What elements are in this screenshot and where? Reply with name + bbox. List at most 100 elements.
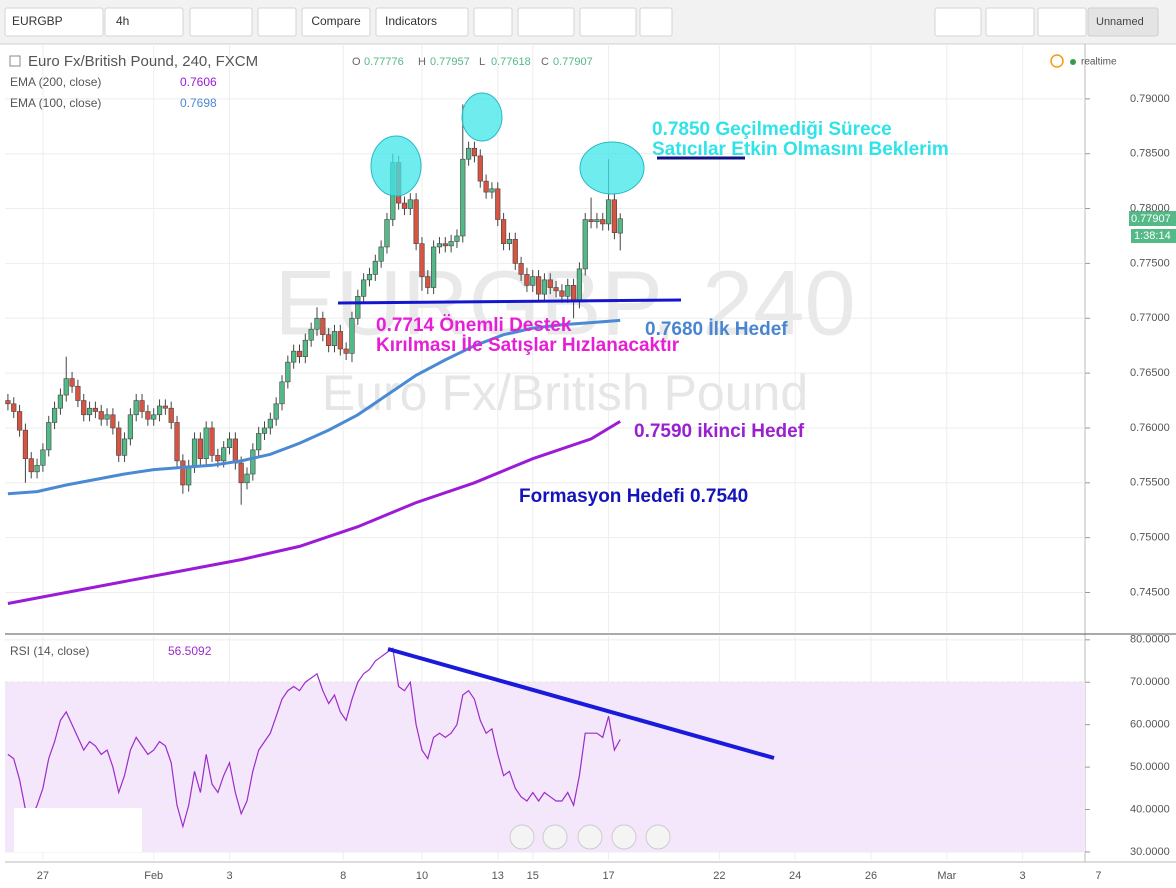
interval-box[interactable]	[104, 7, 184, 37]
watermark-name: Euro Fx/British Pound	[322, 365, 808, 421]
candle-body	[506, 238, 513, 244]
candle-body	[279, 381, 285, 405]
symbol-box[interactable]	[4, 7, 104, 37]
candle-body	[466, 147, 472, 160]
collapse-icon[interactable]	[9, 55, 21, 67]
x-tick-label: 26	[865, 870, 877, 882]
candle-body	[361, 279, 367, 297]
candle-body	[191, 438, 198, 467]
layout-box[interactable]	[1087, 7, 1159, 37]
candle-body	[203, 427, 209, 459]
scroll-right[interactable]	[645, 824, 671, 850]
candle-body	[308, 328, 314, 341]
candles	[5, 104, 623, 605]
y-tick-label: 60.0000	[1130, 719, 1170, 731]
candle-body	[209, 427, 215, 456]
cloud-save[interactable]	[1037, 7, 1087, 37]
candle-body	[174, 422, 180, 462]
top-highlight	[370, 135, 422, 197]
candle-body	[570, 285, 577, 303]
candle-body	[355, 296, 361, 319]
scroll-left[interactable]	[509, 824, 535, 850]
ema-line	[7, 420, 621, 605]
color-button[interactable]	[934, 7, 982, 37]
candle-body	[51, 407, 58, 423]
candle-body	[273, 403, 279, 420]
x-tick-label: 3	[1020, 870, 1026, 882]
zoom-out[interactable]	[542, 824, 568, 850]
undo-redo[interactable]	[579, 7, 637, 37]
chart-style-button[interactable]	[189, 7, 253, 37]
candle-body	[582, 219, 588, 270]
candle-body	[617, 218, 623, 234]
y-tick-label: 0.77000	[1130, 312, 1170, 324]
candle-body	[139, 400, 145, 412]
annotation: 0.7850 Geçilmediği Sürece	[652, 119, 892, 140]
candle-body	[413, 199, 419, 244]
countdown-tag	[1131, 229, 1176, 243]
candle-body	[331, 331, 338, 346]
y-tick-label: 0.78000	[1130, 202, 1170, 214]
candle-body	[419, 243, 425, 277]
x-tick-label: 8	[340, 870, 346, 882]
candle-body	[104, 414, 110, 420]
x-tick-label: Mar	[937, 870, 956, 882]
candle-body	[291, 350, 297, 363]
candle-body	[162, 405, 168, 409]
candle-body	[384, 219, 390, 248]
compare-label: Compare	[311, 14, 361, 28]
candle-body	[186, 466, 192, 486]
candle-body	[16, 411, 23, 431]
candle-body	[151, 414, 157, 420]
alert-button[interactable]	[473, 7, 513, 37]
ohlc-value: 0.77618	[491, 56, 531, 68]
candle-body	[28, 458, 34, 473]
x-tick-label: 27	[37, 870, 49, 882]
candle-body	[314, 317, 320, 330]
ohlc-letter: H	[418, 56, 426, 68]
countdown: 1:38:14	[1134, 230, 1171, 242]
blank-box	[14, 808, 142, 852]
candle-body	[343, 348, 349, 354]
hint-button[interactable]	[517, 7, 575, 37]
warning-icon	[1050, 54, 1064, 68]
candle-body	[559, 290, 565, 297]
candle-body	[69, 378, 75, 387]
candle-body	[180, 460, 186, 486]
candle-body	[232, 438, 238, 464]
legend-value: 56.5092	[168, 644, 212, 658]
annotation: Formasyon Hedefi 0.7540	[519, 486, 748, 507]
candle-body	[471, 147, 478, 157]
layout-name: Unnamed	[1096, 16, 1144, 28]
y-tick-label: 0.77500	[1130, 257, 1170, 269]
candle-body	[489, 188, 495, 193]
candle-body	[267, 418, 273, 429]
compare-button[interactable]	[301, 7, 371, 37]
rsi-trendline	[387, 647, 775, 760]
candle-body	[337, 331, 343, 350]
rsi	[7, 647, 621, 829]
candle-body	[495, 188, 501, 220]
support-line	[337, 298, 682, 305]
zoom-in[interactable]	[611, 824, 637, 850]
x-tick-label: 24	[789, 870, 801, 882]
y-tick-label: 0.75500	[1130, 477, 1170, 489]
cloud-load[interactable]	[985, 7, 1035, 37]
ohlc-value: 0.77907	[553, 56, 593, 68]
indicators-button[interactable]	[375, 7, 469, 37]
reset[interactable]	[577, 824, 603, 850]
settings-button[interactable]	[257, 7, 297, 37]
annotation: 0.7590 ikinci Hedef	[634, 421, 805, 442]
y-tick-label: 0.75000	[1130, 532, 1170, 544]
zoom-controls	[509, 824, 671, 850]
candle-body	[226, 438, 233, 449]
candle-body	[156, 405, 163, 416]
rsi-line	[7, 647, 621, 829]
candle-body	[81, 400, 87, 416]
chart-title: Euro Fx/British Pound, 240, FXCM	[28, 53, 258, 70]
candle-body	[448, 241, 454, 247]
y-tick-label: 0.76000	[1130, 422, 1170, 434]
ohlc-letter: L	[479, 56, 485, 68]
fullscreen-button[interactable]	[639, 7, 673, 37]
